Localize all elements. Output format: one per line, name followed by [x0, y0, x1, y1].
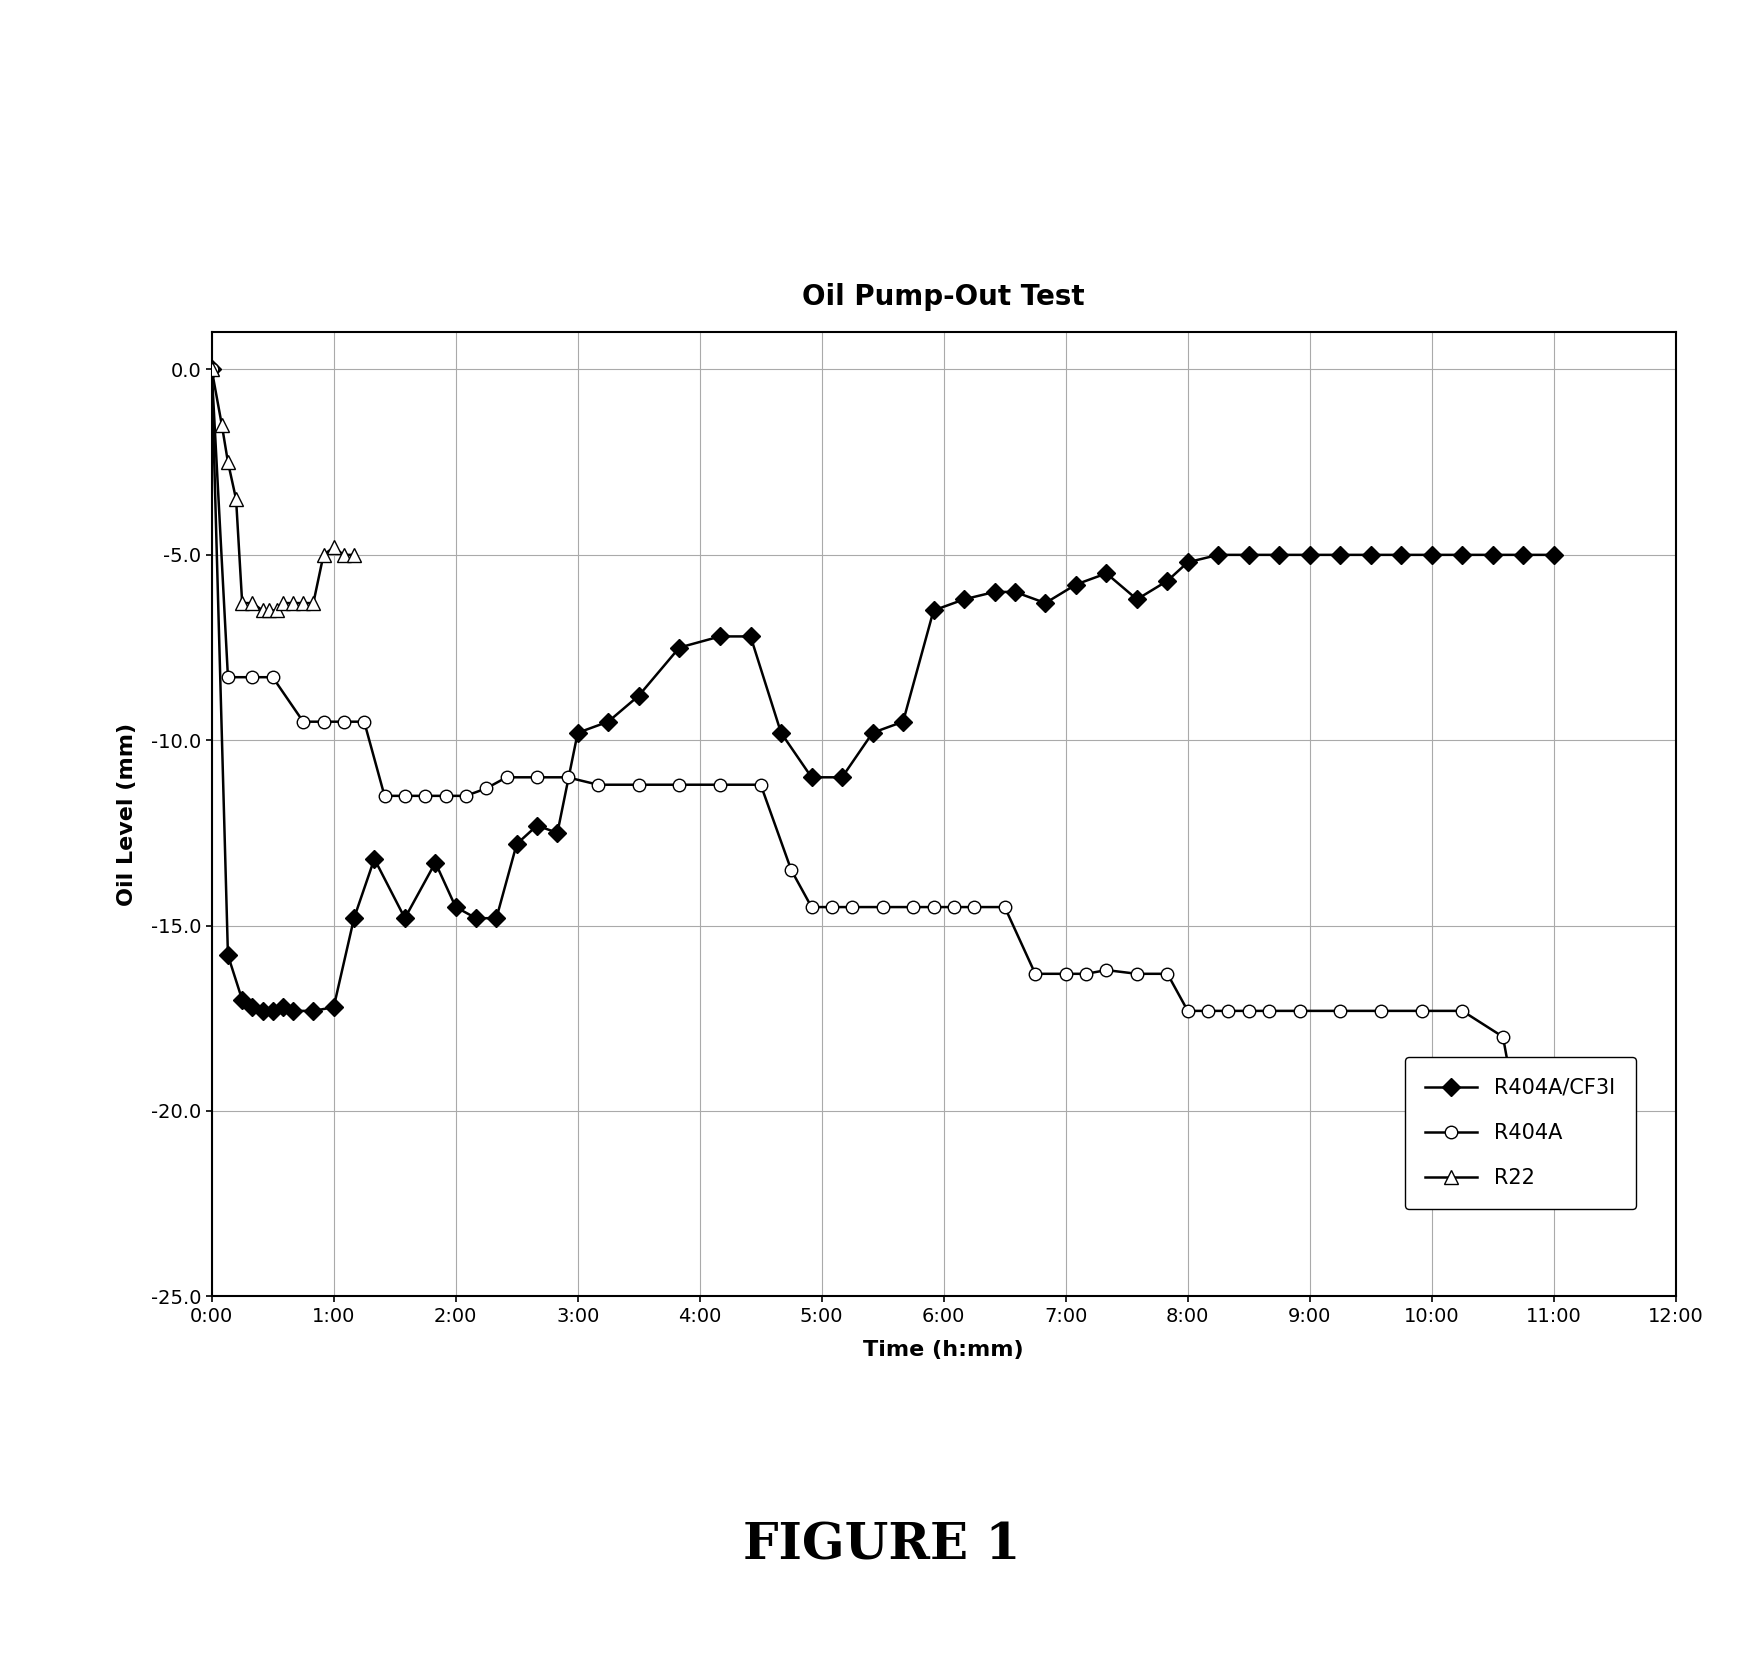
R404A/CF3I — [466, 907, 487, 927]
R22 — [266, 600, 288, 620]
R404A — [995, 897, 1016, 917]
R404A/CF3I — [252, 1001, 273, 1020]
R22 — [226, 489, 247, 509]
R404A — [1055, 964, 1076, 984]
R404A — [822, 897, 843, 917]
R22 — [312, 545, 333, 565]
Line: R404A: R404A — [205, 364, 1559, 1155]
R22 — [252, 600, 273, 620]
R404A — [201, 359, 222, 379]
R22 — [217, 452, 238, 472]
R22 — [282, 593, 303, 613]
Line: R404A/CF3I: R404A/CF3I — [205, 364, 1559, 1017]
R22 — [231, 593, 252, 613]
R404A — [628, 774, 649, 794]
R404A/CF3I — [1390, 545, 1411, 565]
R404A — [1544, 1138, 1565, 1158]
R404A/CF3I — [201, 359, 222, 379]
Title: Oil Pump-Out Test: Oil Pump-Out Test — [803, 283, 1085, 311]
R22 — [333, 545, 355, 565]
Line: R22: R22 — [205, 362, 362, 617]
R22 — [323, 537, 344, 557]
R404A/CF3I — [954, 590, 975, 610]
R404A/CF3I — [923, 600, 944, 620]
Text: FIGURE 1: FIGURE 1 — [743, 1521, 1021, 1571]
R404A — [1522, 1138, 1544, 1158]
R404A — [1452, 1001, 1473, 1020]
R404A/CF3I — [1544, 545, 1565, 565]
R404A — [293, 711, 314, 731]
R22 — [242, 593, 263, 613]
R404A/CF3I — [1004, 582, 1025, 602]
Legend: R404A/CF3I, R404A, R22: R404A/CF3I, R404A, R22 — [1404, 1057, 1635, 1208]
X-axis label: Time (h:mm): Time (h:mm) — [863, 1340, 1025, 1360]
Y-axis label: Oil Level (mm): Oil Level (mm) — [116, 723, 138, 906]
R22 — [201, 359, 222, 379]
R22 — [344, 545, 365, 565]
R22 — [303, 593, 325, 613]
R22 — [293, 593, 314, 613]
R404A/CF3I — [1208, 545, 1230, 565]
R22 — [212, 416, 233, 435]
R22 — [258, 600, 279, 620]
R22 — [272, 593, 293, 613]
